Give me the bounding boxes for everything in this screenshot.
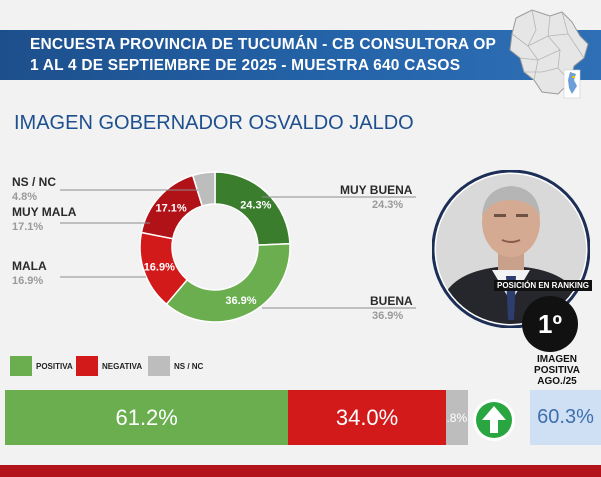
legend-swatch-ns-nc bbox=[148, 356, 170, 376]
legend-pct-muy-buena: 24.3% bbox=[372, 199, 404, 211]
bar-ns-nc-label: 4.8% bbox=[446, 410, 468, 425]
donut-value-labels: 24.3% 36.9% 16.9% 17.1% bbox=[144, 199, 272, 307]
bottom-strip bbox=[0, 465, 601, 477]
side-indicator-title-line1: IMAGEN bbox=[537, 354, 577, 365]
legend-pct-mala: 16.9% bbox=[12, 275, 44, 287]
arrow-up-icon bbox=[473, 399, 515, 441]
page-title: IMAGEN GOBERNADOR OSVALDO JALDO bbox=[14, 112, 414, 134]
bar-positiva-label: 61.2% bbox=[115, 404, 178, 430]
side-indicator-value: 60.3% bbox=[530, 390, 601, 445]
bar-negativa: 34.0% bbox=[288, 390, 446, 445]
donut-label-muy-mala: 17.1% bbox=[156, 203, 187, 215]
donut-slices bbox=[139, 171, 291, 323]
side-indicator-title-line2: POSITIVA bbox=[534, 365, 580, 376]
legend-swatch-negativa bbox=[76, 356, 98, 376]
donut-label-buena: 36.9% bbox=[225, 295, 256, 307]
legend-label-negativa: NEGATIVA bbox=[102, 362, 143, 371]
leader-lines bbox=[60, 189, 416, 309]
legend-label-mala: MALA bbox=[12, 259, 47, 273]
legend-pct-muy-mala: 17.1% bbox=[12, 221, 44, 233]
legend-pct-buena: 36.9% bbox=[372, 310, 404, 322]
header-title: ENCUESTA PROVINCIA DE TUCUMÁN - CB CONSU… bbox=[30, 36, 496, 53]
tucuman-map-icon bbox=[509, 9, 589, 99]
legend-label-ns-nc-bar: NS / NC bbox=[174, 362, 204, 371]
ranking-badge: 1º bbox=[522, 296, 578, 352]
donut-slice-ns-nc bbox=[191, 171, 216, 207]
side-indicator-title-line3: AGO./25 bbox=[537, 376, 577, 387]
ranking-caption: POSICIÓN EN RANKING bbox=[494, 280, 593, 291]
bar-ns-nc: 4.8% bbox=[445, 390, 468, 445]
bar-negativa-label: 34.0% bbox=[335, 404, 399, 430]
legend-pct-ns-nc: 4.8% bbox=[12, 191, 38, 203]
legend-swatch-positiva bbox=[10, 356, 32, 376]
legend-label-muy-mala: MUY MALA bbox=[12, 205, 77, 219]
bar-positiva: 61.2% bbox=[5, 390, 289, 445]
header-subtitle: 1 AL 4 DE SEPTIEMBRE DE 2025 - MUESTRA 6… bbox=[30, 57, 461, 74]
legend-label-muy-buena: MUY BUENA bbox=[340, 183, 413, 197]
legend-label-ns-nc: NS / NC bbox=[12, 175, 57, 189]
header-banner: ENCUESTA PROVINCIA DE TUCUMÁN - CB CONSU… bbox=[0, 30, 601, 80]
legend-label-positiva: POSITIVA bbox=[36, 362, 73, 371]
side-indicator-title: IMAGEN POSITIVA AGO./25 bbox=[524, 354, 590, 387]
legend-label-buena: BUENA bbox=[370, 294, 413, 308]
donut-label-mala: 16.9% bbox=[144, 261, 175, 273]
donut-slice-buena bbox=[165, 242, 291, 323]
donut-label-muy-buena: 24.3% bbox=[240, 199, 271, 211]
